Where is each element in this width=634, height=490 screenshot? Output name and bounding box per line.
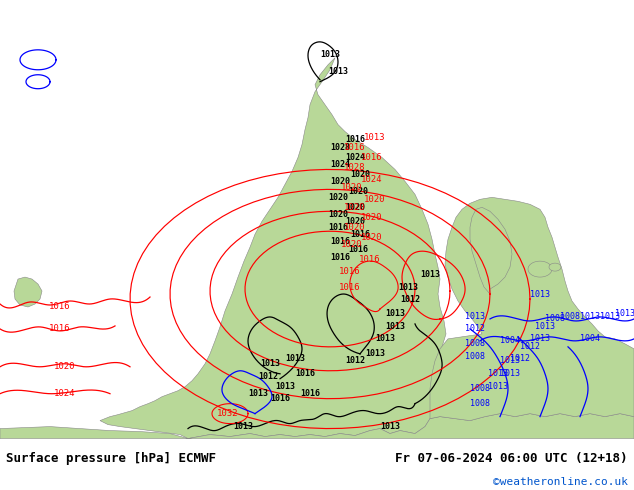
Text: 1020: 1020 <box>361 233 383 242</box>
Text: 1016: 1016 <box>49 302 71 312</box>
Text: 1016: 1016 <box>348 245 368 254</box>
Text: 1016: 1016 <box>339 267 361 275</box>
Text: 1013: 1013 <box>320 50 340 59</box>
Text: 1013: 1013 <box>398 283 418 292</box>
Text: 1016: 1016 <box>330 253 350 262</box>
Text: 1013: 1013 <box>530 290 550 298</box>
Text: 1013: 1013 <box>488 382 508 391</box>
Text: 1028: 1028 <box>344 163 366 172</box>
Text: 1004: 1004 <box>580 334 600 343</box>
Text: 1024: 1024 <box>345 153 365 162</box>
Text: 1016: 1016 <box>270 394 290 403</box>
Text: 1013: 1013 <box>500 356 520 366</box>
Text: 1020: 1020 <box>341 183 363 192</box>
Text: ©weatheronline.co.uk: ©weatheronline.co.uk <box>493 477 628 487</box>
Text: 1013: 1013 <box>420 270 440 279</box>
Text: 1013: 1013 <box>380 422 400 431</box>
Text: 1016: 1016 <box>49 324 71 333</box>
Text: 1008: 1008 <box>465 352 485 361</box>
Polygon shape <box>0 414 634 439</box>
Text: 1016: 1016 <box>328 223 348 232</box>
Text: 1013: 1013 <box>530 334 550 343</box>
Text: 1013: 1013 <box>580 313 600 321</box>
Text: 1013: 1013 <box>385 322 405 331</box>
Text: 1016: 1016 <box>350 230 370 239</box>
Text: 1013: 1013 <box>500 369 520 378</box>
Text: 1013: 1013 <box>535 322 555 331</box>
Text: 1012: 1012 <box>510 354 530 363</box>
Text: 1013: 1013 <box>275 382 295 391</box>
Text: 1016: 1016 <box>300 389 320 398</box>
Text: 1020: 1020 <box>328 193 348 202</box>
Text: 1020: 1020 <box>345 203 365 212</box>
Text: 1020: 1020 <box>365 195 385 204</box>
Text: Surface pressure [hPa] ECMWF: Surface pressure [hPa] ECMWF <box>6 452 216 465</box>
Text: 1032: 1032 <box>217 409 239 418</box>
Text: 1028: 1028 <box>330 143 350 152</box>
Text: 1013: 1013 <box>465 313 485 321</box>
Text: 1020: 1020 <box>344 223 366 232</box>
Text: 1016: 1016 <box>339 283 361 292</box>
Text: 1024: 1024 <box>55 389 75 398</box>
Text: 1008: 1008 <box>470 384 490 393</box>
Text: 1004: 1004 <box>500 336 520 345</box>
Text: 1013: 1013 <box>365 133 385 142</box>
Polygon shape <box>549 263 561 271</box>
Text: 1020: 1020 <box>55 362 75 371</box>
Text: 1008: 1008 <box>560 313 580 321</box>
Text: 1013: 1013 <box>600 313 620 321</box>
Text: 1016: 1016 <box>295 369 315 378</box>
Text: 1024: 1024 <box>361 175 383 184</box>
Text: 1020: 1020 <box>344 203 366 212</box>
Text: 1020: 1020 <box>328 210 348 219</box>
Text: 1016: 1016 <box>361 153 383 162</box>
Polygon shape <box>100 58 452 439</box>
Text: 1008: 1008 <box>465 340 485 348</box>
Text: 1013: 1013 <box>375 334 395 343</box>
Text: 1013: 1013 <box>365 349 385 358</box>
Text: 1020: 1020 <box>361 213 383 222</box>
Text: 1020: 1020 <box>348 187 368 196</box>
Polygon shape <box>14 277 42 307</box>
Text: 1013: 1013 <box>233 422 253 431</box>
Text: 1012: 1012 <box>465 324 485 333</box>
Text: 1020: 1020 <box>330 177 350 186</box>
Text: 1013: 1013 <box>328 67 348 76</box>
Text: 1024: 1024 <box>330 160 350 169</box>
Text: 1013: 1013 <box>285 354 305 363</box>
Text: 1016: 1016 <box>330 237 350 245</box>
Text: 1020: 1020 <box>345 217 365 226</box>
Text: 1012: 1012 <box>345 356 365 366</box>
Text: 1008: 1008 <box>470 399 490 408</box>
Text: 1013: 1013 <box>615 310 634 318</box>
Text: 1016: 1016 <box>344 143 366 152</box>
Text: 1013: 1013 <box>488 369 508 378</box>
Text: 1012: 1012 <box>400 294 420 303</box>
Text: 1016: 1016 <box>345 135 365 144</box>
Text: 1016: 1016 <box>359 255 381 264</box>
Polygon shape <box>528 261 552 277</box>
Text: 1020: 1020 <box>341 240 363 249</box>
Text: 1013: 1013 <box>260 359 280 368</box>
Text: Fr 07-06-2024 06:00 UTC (12+18): Fr 07-06-2024 06:00 UTC (12+18) <box>395 452 628 465</box>
Polygon shape <box>430 197 634 420</box>
Text: 1012: 1012 <box>520 343 540 351</box>
Polygon shape <box>470 207 512 294</box>
Text: 1013: 1013 <box>248 389 268 398</box>
Text: 1012: 1012 <box>258 372 278 381</box>
Text: 1020: 1020 <box>350 170 370 179</box>
Text: 1008: 1008 <box>545 315 565 323</box>
Text: 1013: 1013 <box>385 310 405 318</box>
